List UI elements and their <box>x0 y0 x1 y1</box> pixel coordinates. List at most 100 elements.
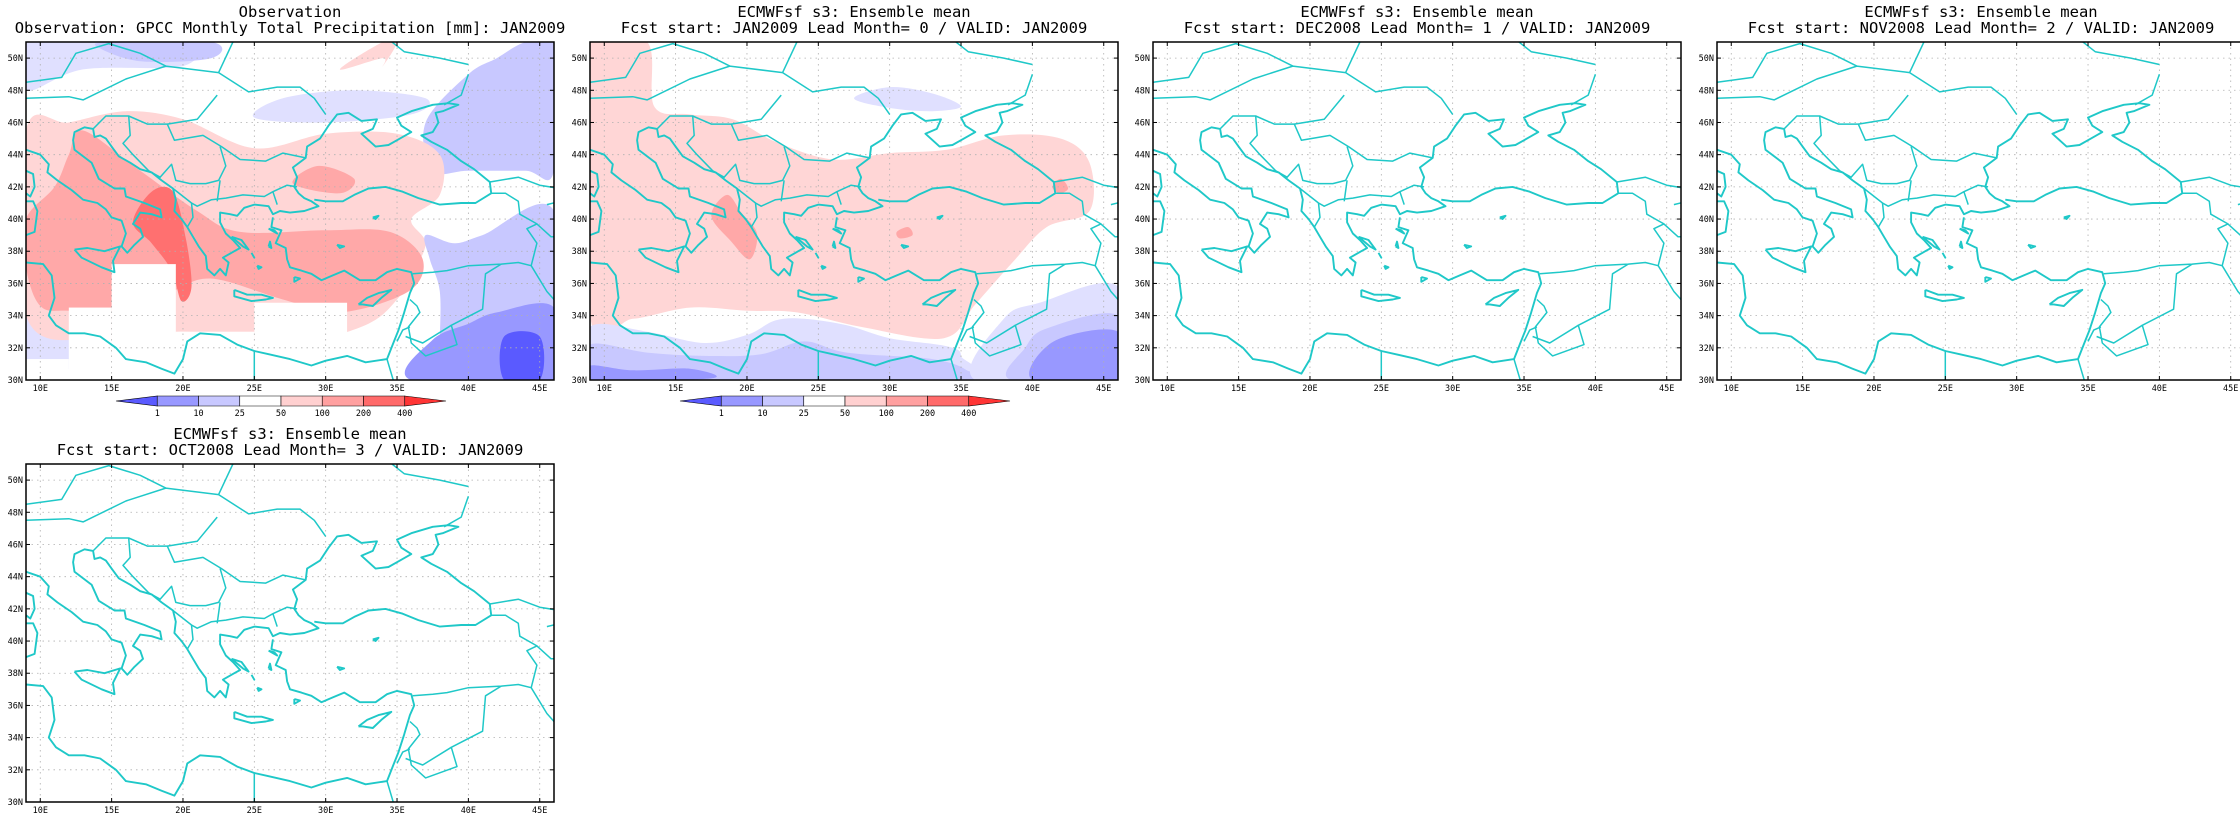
lat-tick-label: 34N <box>1135 312 1150 322</box>
country-border <box>536 223 554 238</box>
country-border <box>1877 202 1885 228</box>
missing-data-mask <box>26 359 69 380</box>
colorbar-segment <box>927 395 970 407</box>
colorbar-segment <box>198 395 241 407</box>
lon-tick-label: 35E <box>2080 384 2095 394</box>
country-border <box>1534 263 1629 357</box>
coastline <box>26 639 416 797</box>
coastline <box>267 240 273 249</box>
coastline <box>832 227 843 235</box>
country-border <box>2134 73 2161 106</box>
country-border <box>1908 42 1926 73</box>
country-border <box>122 115 227 185</box>
country-border <box>731 94 782 125</box>
coastline <box>831 240 837 249</box>
panel-subtitle: Fcst start: NOV2008 Lead Month= 2 / VALI… <box>1748 19 2215 37</box>
country-border <box>950 358 959 380</box>
coastline <box>1394 240 1400 249</box>
colorbar-label: 100 <box>315 409 330 419</box>
coastline <box>230 657 250 673</box>
panel-title: ECMWFsf s3: Ensemble mean <box>1864 3 2097 21</box>
map-frame <box>589 41 1119 381</box>
colorbar-label: 10 <box>193 409 203 419</box>
lon-tick-label: 25E <box>811 384 826 394</box>
lat-tick-label: 50N <box>8 476 23 486</box>
coastline <box>268 227 279 235</box>
country-border <box>736 184 862 207</box>
coastline <box>250 674 256 681</box>
lat-tick-label: 30N <box>1135 376 1150 386</box>
panel-title: ECMWFsf s3: Ensemble mean <box>173 425 406 443</box>
country-border <box>172 184 298 207</box>
coastline <box>1377 252 1383 259</box>
country-border <box>405 324 452 344</box>
coastline <box>336 243 346 249</box>
lon-tick-label: 45E <box>1659 384 1674 394</box>
lat-tick-label: 30N <box>8 376 23 386</box>
lat-tick-label: 44N <box>1135 151 1150 161</box>
precip-contour <box>423 42 554 181</box>
colorbar-segment <box>968 395 1011 407</box>
country-border <box>1657 265 1681 300</box>
precip-contour <box>896 227 913 239</box>
colorbar-label: 1 <box>155 409 160 419</box>
lon-tick-label: 45E <box>532 806 547 816</box>
missing-data-mask <box>111 264 176 380</box>
lat-tick-label: 46N <box>8 540 23 550</box>
country-border <box>386 780 395 802</box>
country-border <box>1517 42 1596 66</box>
lon-tick-label: 35E <box>389 384 404 394</box>
country-border <box>686 115 791 185</box>
coastline <box>73 667 122 696</box>
colorbar-segment <box>280 395 323 407</box>
lat-tick-label: 44N <box>8 573 23 583</box>
coastline <box>233 289 274 303</box>
coastline <box>1717 169 1727 198</box>
panel-subtitle: Observation: GPCC Monthly Total Precipit… <box>15 19 566 37</box>
coastline <box>590 169 600 198</box>
country-border <box>1299 184 1425 207</box>
country-border <box>405 746 452 766</box>
coastline <box>1958 240 1964 249</box>
country-border <box>960 326 975 342</box>
coastline <box>590 200 603 236</box>
country-border <box>407 685 502 779</box>
country-border <box>1053 176 1118 206</box>
coastline <box>857 276 865 283</box>
country-border <box>1343 180 1348 202</box>
lat-tick-label: 38N <box>8 247 23 257</box>
coastline <box>1717 217 2107 375</box>
lat-tick-label: 40N <box>1135 215 1150 225</box>
missing-data-mask <box>254 302 348 380</box>
lat-tick-label: 34N <box>8 734 23 744</box>
country-border <box>412 614 538 697</box>
lon-tick-label: 40E <box>461 384 476 394</box>
panel-subtitle: Fcst start: JAN2009 Lead Month= 0 / VALI… <box>621 19 1088 37</box>
coastline <box>921 288 957 307</box>
lat-tick-label: 44N <box>1699 151 1714 161</box>
lat-tick-label: 46N <box>1699 118 1714 128</box>
map-area <box>26 464 554 802</box>
colorbar-label: 1 <box>719 409 724 419</box>
lat-tick-label: 42N <box>1699 183 1714 193</box>
map-area <box>590 42 1118 380</box>
country-border <box>167 516 218 547</box>
map-frame <box>1152 41 1682 381</box>
country-border <box>172 606 298 629</box>
map-frame <box>25 41 555 381</box>
lon-tick-label: 25E <box>1374 384 1389 394</box>
lat-tick-label: 34N <box>1699 312 1714 322</box>
country-border <box>1539 192 1665 275</box>
coastline <box>1153 217 1543 375</box>
colorbar-segment <box>679 395 722 407</box>
coastline <box>256 264 263 270</box>
precip-contour <box>292 165 356 194</box>
coastline <box>820 264 827 270</box>
country-border <box>186 624 194 650</box>
country-border <box>122 537 227 607</box>
coastline <box>1484 288 1520 307</box>
coastline <box>250 252 256 259</box>
country-border <box>217 42 235 73</box>
panel-title: Observation <box>239 3 342 21</box>
